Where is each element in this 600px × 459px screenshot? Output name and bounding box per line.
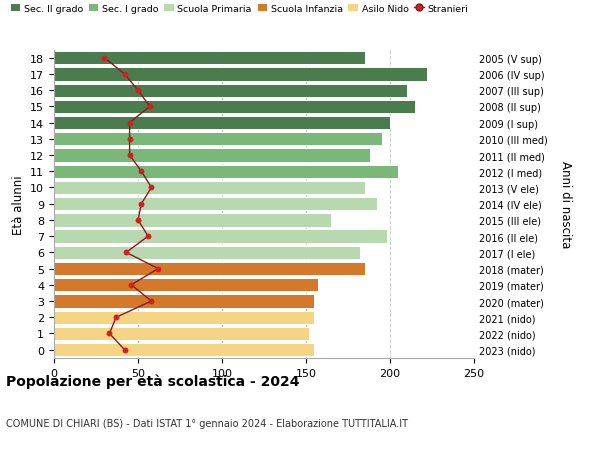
Point (100, 55, 109, 62)
Y-axis label: Età alunni: Età alunni (11, 174, 25, 234)
Point (120, 71, 130, 78)
Point (137, 201, 146, 208)
Bar (54, 198, 377, 211)
Bar (54, 149, 370, 162)
Point (154, 265, 163, 273)
Point (125, 136, 134, 143)
Bar (54, 181, 365, 195)
Text: COMUNE DI CHIARI (BS) - Dati ISTAT 1° gennaio 2024 - Elaborazione TUTTITALIA.IT: COMUNE DI CHIARI (BS) - Dati ISTAT 1° ge… (6, 418, 408, 428)
Bar (54, 327, 310, 341)
Bar (54, 279, 318, 292)
Point (120, 346, 130, 353)
Point (133, 217, 143, 224)
Point (125, 152, 134, 159)
Text: Popolazione per età scolastica - 2024: Popolazione per età scolastica - 2024 (6, 374, 299, 389)
Point (137, 168, 146, 175)
Bar (54, 133, 382, 146)
Point (125, 120, 134, 127)
Bar (54, 68, 427, 81)
Legend: Sec. II grado, Sec. I grado, Scuola Primaria, Scuola Infanzia, Asilo Nido, Stran: Sec. II grado, Sec. I grado, Scuola Prim… (11, 5, 468, 14)
Point (112, 314, 121, 321)
Point (145, 103, 155, 111)
Bar (54, 246, 360, 259)
Bar (54, 230, 386, 243)
Bar (54, 101, 415, 114)
Point (133, 87, 143, 95)
Bar (54, 165, 398, 179)
Bar (54, 214, 331, 227)
Bar (54, 343, 314, 357)
Point (143, 233, 153, 241)
Point (146, 298, 156, 305)
Bar (54, 117, 390, 130)
Point (121, 249, 131, 257)
Bar (54, 84, 407, 98)
Point (127, 281, 136, 289)
Bar (54, 263, 365, 276)
Bar (54, 311, 314, 324)
Bar (54, 52, 365, 65)
Y-axis label: Anni di nascita: Anni di nascita (559, 161, 572, 248)
Bar (54, 295, 314, 308)
Point (104, 330, 114, 337)
Point (146, 185, 156, 192)
